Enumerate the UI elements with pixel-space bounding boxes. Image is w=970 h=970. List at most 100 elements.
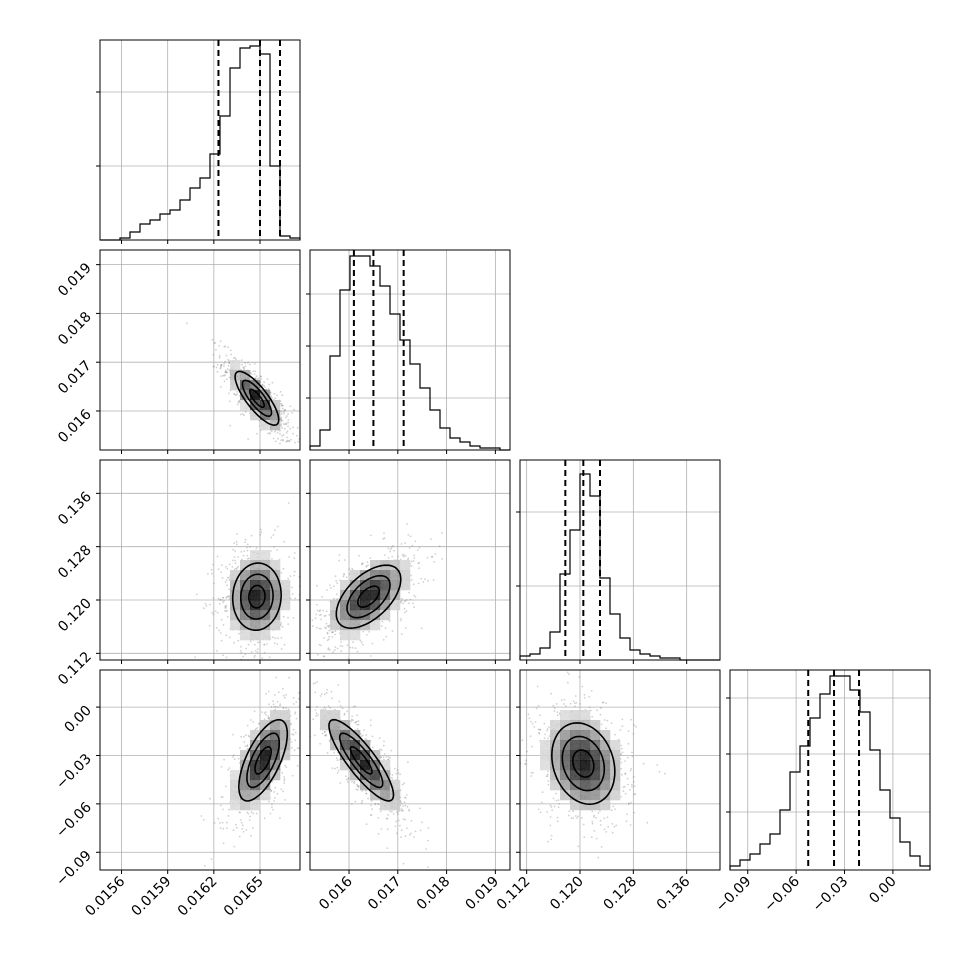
- scatter-point: [357, 785, 359, 787]
- scatter-point: [402, 805, 405, 807]
- scatter-point: [356, 723, 359, 726]
- density-cell: [260, 720, 271, 731]
- scatter-point: [425, 848, 427, 850]
- density-cell: [250, 730, 261, 741]
- scatter-point: [222, 808, 224, 811]
- scatter-point: [221, 599, 223, 601]
- scatter-point: [284, 416, 287, 419]
- scatter-point: [202, 818, 205, 821]
- scatter-point: [243, 414, 245, 416]
- scatter-point: [568, 810, 571, 813]
- scatter-point: [292, 432, 294, 435]
- scatter-point: [215, 627, 218, 629]
- scatter-point: [356, 650, 359, 653]
- scatter-point: [365, 634, 368, 636]
- scatter-point: [280, 636, 283, 639]
- scatter-point: [627, 730, 630, 732]
- scatter-point: [327, 648, 330, 651]
- scatter-point: [352, 706, 355, 708]
- scatter-point: [284, 423, 286, 425]
- scatter-point: [400, 829, 403, 832]
- scatter-point: [235, 358, 238, 361]
- scatter-point: [246, 744, 249, 747]
- scatter-point: [563, 703, 565, 705]
- density-cell: [590, 760, 601, 771]
- scatter-point: [252, 370, 255, 372]
- scatter-point: [367, 797, 369, 800]
- scatter-point: [298, 697, 300, 700]
- scatter-point: [225, 604, 228, 607]
- scatter-point: [418, 546, 421, 549]
- scatter-point: [221, 796, 224, 798]
- scatter-point: [265, 693, 268, 695]
- scatter-point: [273, 642, 276, 644]
- x-tick-label-2-1: 0.120: [547, 874, 587, 914]
- scatter-point: [237, 757, 240, 760]
- scatter-point: [225, 610, 228, 613]
- scatter-point: [276, 792, 279, 795]
- scatter-point: [222, 596, 224, 599]
- scatter-point: [518, 767, 520, 769]
- scatter-point: [233, 393, 236, 395]
- scatter-point: [626, 777, 629, 780]
- scatter-point: [213, 342, 216, 345]
- scatter-point: [216, 555, 219, 558]
- scatter-point: [220, 564, 223, 567]
- density-cell: [260, 570, 271, 581]
- density-cell: [360, 750, 371, 761]
- scatter-point: [534, 721, 537, 723]
- scatter-point: [558, 803, 560, 805]
- scatter-point: [403, 600, 406, 603]
- contour-level-1: [561, 735, 606, 792]
- density-cell: [590, 790, 601, 801]
- scatter-point: [614, 733, 616, 736]
- scatter-point: [214, 610, 217, 612]
- scatter-point: [634, 793, 637, 795]
- scatter-point: [292, 705, 294, 707]
- contour-level-2: [550, 722, 616, 806]
- scatter-point: [588, 706, 591, 709]
- scatter-point: [328, 613, 331, 616]
- contour-level-1: [246, 732, 280, 789]
- scatter-point: [402, 602, 404, 605]
- scatter-point: [226, 609, 229, 612]
- scatter-point: [209, 797, 211, 800]
- density-cell: [240, 760, 251, 771]
- scatter-point: [355, 788, 358, 791]
- scatter-point: [220, 386, 222, 388]
- scatter-point: [244, 653, 247, 656]
- scatter-point: [213, 582, 216, 585]
- scatter-point: [222, 827, 225, 830]
- density-cell: [400, 570, 411, 581]
- density-cell: [270, 590, 281, 601]
- density-cell: [360, 580, 371, 591]
- scatter-point: [613, 825, 616, 828]
- scatter-point: [279, 432, 281, 435]
- scatter-point: [345, 778, 348, 781]
- density-cell: [270, 720, 281, 731]
- scatter-point: [224, 374, 227, 376]
- scatter-point: [340, 641, 342, 643]
- contour-level-1: [241, 379, 273, 417]
- scatter-point: [286, 415, 288, 417]
- scatter-point: [354, 705, 356, 708]
- scatter-point: [200, 815, 203, 817]
- scatter-point: [286, 436, 288, 439]
- scatter-point: [244, 541, 247, 544]
- density-cell: [600, 740, 611, 751]
- scatter-point: [237, 565, 239, 568]
- scatter-point: [274, 397, 277, 400]
- scatter-point: [236, 543, 238, 546]
- scatter-point: [263, 718, 266, 720]
- joint-panel-1-0: [99, 249, 301, 451]
- density-cell: [250, 610, 261, 621]
- scatter-point: [293, 570, 296, 573]
- scatter-point: [271, 806, 273, 808]
- scatter-point: [408, 602, 410, 605]
- scatter-point: [283, 649, 285, 651]
- density-cell: [550, 730, 561, 741]
- scatter-point: [399, 558, 402, 561]
- density-cell: [380, 770, 391, 781]
- scatter-point: [330, 631, 333, 634]
- histogram-panel-2: [516, 459, 721, 661]
